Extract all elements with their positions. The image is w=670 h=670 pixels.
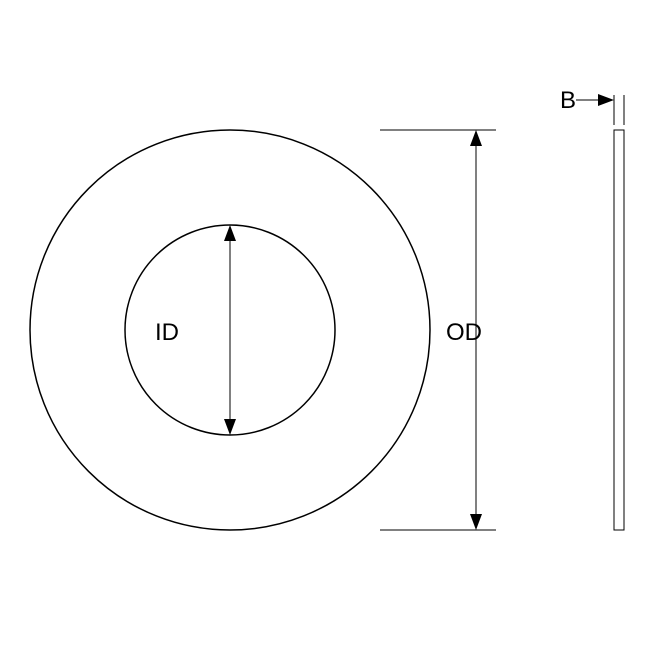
id-label: ID xyxy=(155,319,179,346)
washer-diagram: OD ID B xyxy=(0,0,670,670)
b-label: B xyxy=(560,87,576,114)
od-label: OD xyxy=(446,319,482,346)
washer-side-view xyxy=(614,130,624,530)
